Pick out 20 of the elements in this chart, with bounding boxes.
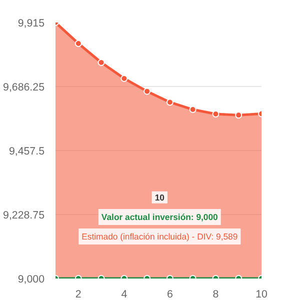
annotation: Valor actual inversión: 9,000 xyxy=(101,212,218,222)
x-tick-label: 2 xyxy=(75,288,82,300)
y-tick-label: 9,457.5 xyxy=(8,146,45,158)
point xyxy=(235,112,242,119)
annotation: 10 xyxy=(154,192,165,202)
x-tick-label: 10 xyxy=(256,288,268,300)
y-tick-label: 9,915 xyxy=(18,18,45,30)
point xyxy=(98,59,105,66)
point xyxy=(120,74,128,82)
y-tick-label: 9,000 xyxy=(18,274,45,286)
annotation: Estimado (inflación incluida) - DIV: 9,589 xyxy=(82,232,238,242)
point xyxy=(74,40,82,47)
x-tick-label: 8 xyxy=(212,288,219,300)
point xyxy=(144,88,151,95)
y-tick-label: 9,228.75 xyxy=(3,210,45,222)
x-tick-label: 6 xyxy=(166,288,173,300)
point xyxy=(189,106,196,114)
point xyxy=(166,98,174,106)
y-tick-label: 9,686.25 xyxy=(3,82,45,94)
x-tick-label: 4 xyxy=(121,288,128,300)
